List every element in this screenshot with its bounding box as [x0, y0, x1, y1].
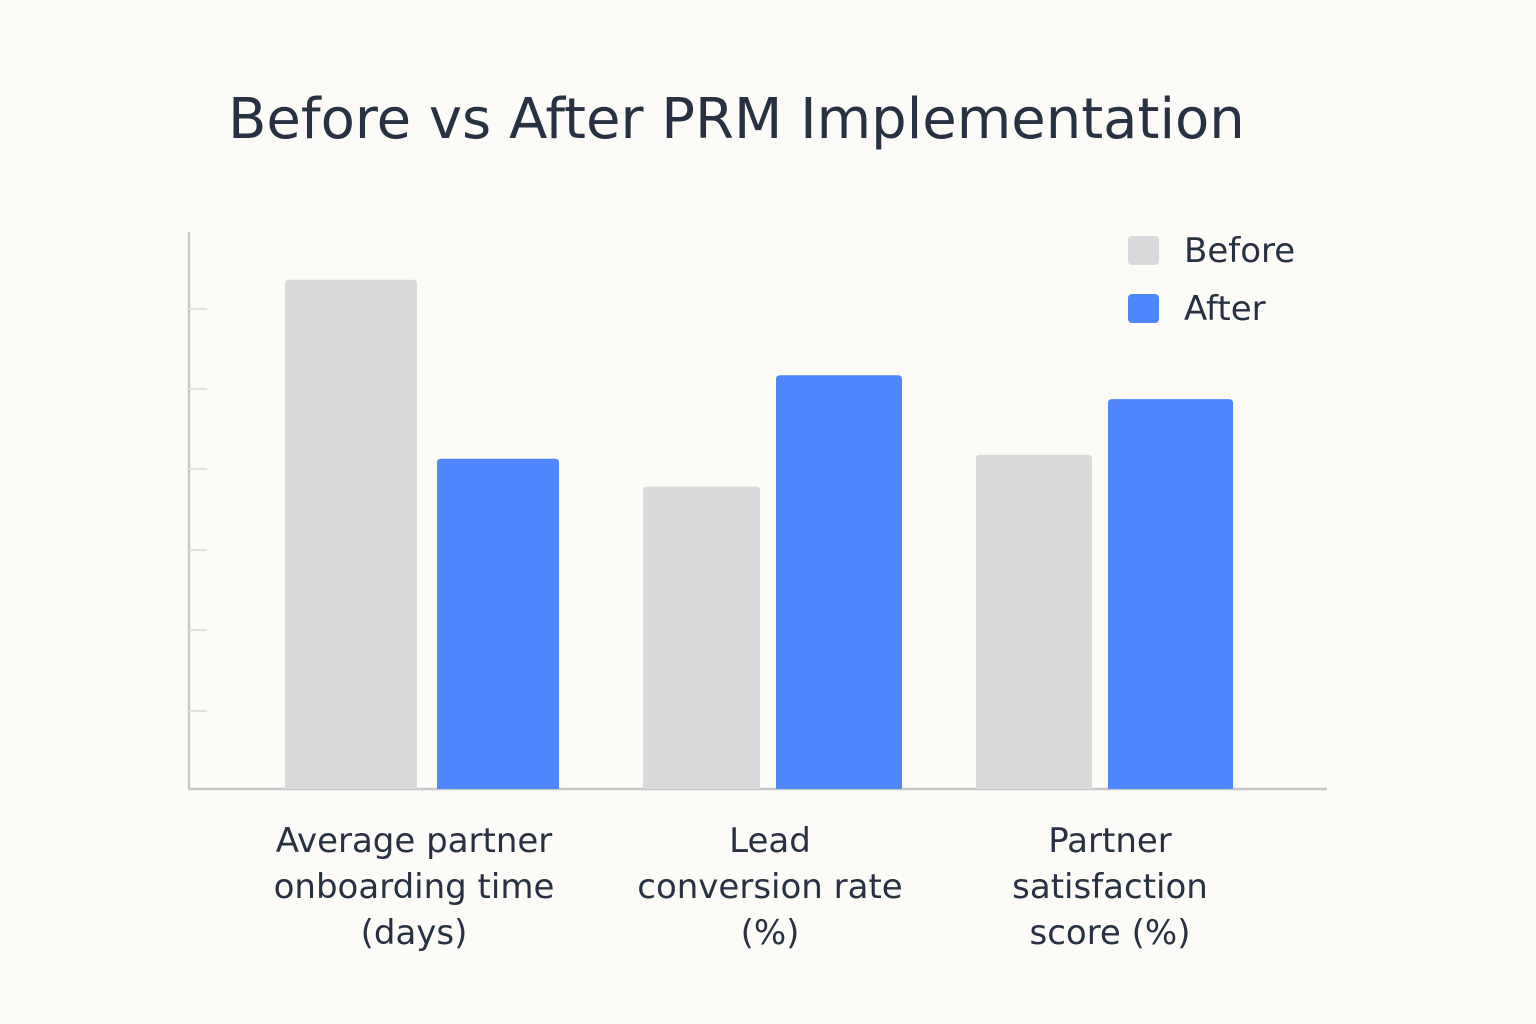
bar-after-3 — [1108, 399, 1233, 789]
bar-before-2 — [643, 486, 760, 789]
legend-swatch-after — [1128, 294, 1159, 323]
x-tick-label-1: Average partner onboarding time (days) — [274, 821, 555, 953]
x-tick-label-line: score (%) — [1029, 913, 1190, 953]
bar-before-3 — [976, 454, 1092, 789]
x-tick-label-2: Lead conversion rate (%) — [637, 821, 902, 953]
x-tick-label-3: Partner satisfaction score (%) — [1012, 821, 1208, 953]
x-tick-label-line: conversion rate — [637, 867, 902, 907]
x-tick-label-line: onboarding time — [274, 867, 555, 907]
legend-swatch-before — [1128, 236, 1159, 265]
x-tick-label-line: (days) — [361, 913, 468, 953]
bars — [285, 279, 1233, 789]
x-tick-label-line: Partner — [1048, 821, 1172, 861]
x-tick-label-line: (%) — [741, 913, 800, 953]
bar-after-2 — [776, 375, 902, 789]
x-tick-label-line: Average partner — [276, 821, 553, 861]
bar-after-1 — [437, 458, 559, 789]
x-tick-label-line: Lead — [729, 821, 811, 861]
x-axis-labels: Average partner onboarding time (days) Lead… — [274, 821, 1208, 953]
legend-label-before: Before — [1184, 231, 1295, 271]
legend: Before After — [1128, 231, 1295, 329]
legend-label-after: After — [1184, 289, 1266, 329]
bar-before-1 — [285, 279, 417, 789]
x-tick-label-line: satisfaction — [1012, 867, 1208, 907]
chart-title: Before vs After PRM Implementation — [228, 87, 1245, 152]
